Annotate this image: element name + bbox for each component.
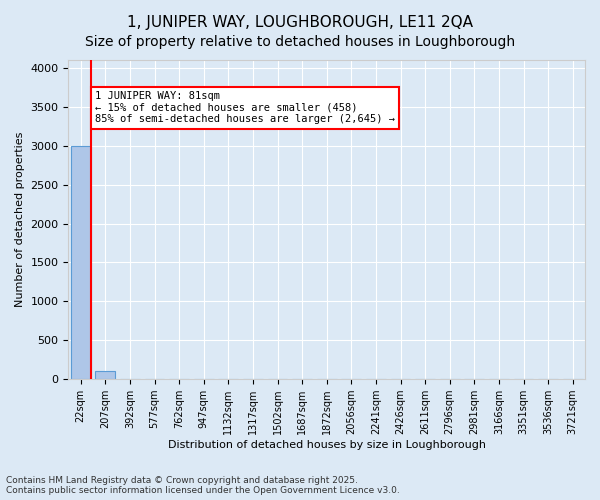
- Bar: [95, 372, 115, 379]
- Text: 1, JUNIPER WAY, LOUGHBOROUGH, LE11 2QA: 1, JUNIPER WAY, LOUGHBOROUGH, LE11 2QA: [127, 15, 473, 30]
- Text: 1 JUNIPER WAY: 81sqm
← 15% of detached houses are smaller (458)
85% of semi-deta: 1 JUNIPER WAY: 81sqm ← 15% of detached h…: [95, 91, 395, 124]
- Text: Size of property relative to detached houses in Loughborough: Size of property relative to detached ho…: [85, 35, 515, 49]
- Bar: [71, 146, 91, 379]
- X-axis label: Distribution of detached houses by size in Loughborough: Distribution of detached houses by size …: [168, 440, 486, 450]
- Y-axis label: Number of detached properties: Number of detached properties: [15, 132, 25, 308]
- Text: Contains HM Land Registry data © Crown copyright and database right 2025.
Contai: Contains HM Land Registry data © Crown c…: [6, 476, 400, 495]
